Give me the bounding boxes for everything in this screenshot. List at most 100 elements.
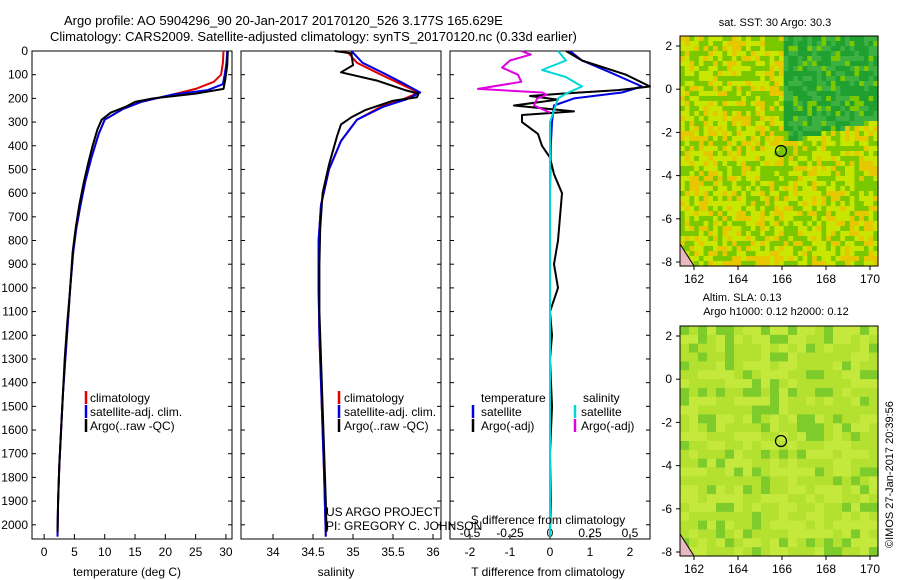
map-cell: [725, 441, 735, 451]
map-cell: [703, 246, 709, 252]
map-cell: [830, 56, 837, 62]
map-cell: [731, 121, 738, 127]
map-cell: [708, 126, 714, 132]
map-cell: [793, 51, 799, 57]
map-cell: [845, 191, 851, 197]
temperature-xtick-label: 10: [98, 545, 112, 559]
map-cell: [788, 485, 798, 495]
map-cell: [755, 81, 761, 87]
map-cell: [707, 405, 717, 416]
map-cell: [698, 101, 705, 107]
map-cell: [854, 106, 860, 112]
map-cell: [802, 236, 808, 242]
salinity-xtick-label: 36: [426, 545, 440, 559]
map-cell: [835, 86, 841, 92]
map-cell: [845, 236, 851, 242]
map-cell: [713, 246, 719, 252]
map-cell: [727, 111, 733, 117]
map-cell: [797, 166, 804, 172]
map-cell: [863, 96, 870, 102]
map-cell: [750, 101, 757, 107]
map-cell: [774, 206, 780, 212]
map-cell: [815, 449, 825, 460]
map-cell: [830, 251, 837, 257]
map-cell: [826, 206, 832, 212]
map-cell: [717, 41, 724, 47]
map-cell: [680, 196, 686, 202]
map-cell: [840, 91, 846, 97]
map-cell: [859, 116, 865, 122]
map-cell: [812, 91, 818, 97]
map-cell: [713, 61, 719, 67]
map-cell: [750, 156, 757, 162]
map-cell: [736, 136, 742, 142]
map-cell: [680, 485, 690, 495]
map-cell: [802, 131, 808, 137]
map-cell: [826, 126, 832, 132]
map-cell: [752, 361, 762, 371]
map-cell: [698, 458, 708, 469]
map-cell: [821, 176, 827, 182]
map-cell: [821, 146, 827, 152]
map-cell: [707, 520, 717, 531]
map-cell: [868, 241, 874, 247]
map-cell: [684, 251, 691, 257]
salinity-plot-frame: [240, 50, 442, 540]
map-cell: [760, 231, 766, 237]
map-cell: [769, 76, 775, 82]
map-cell: [764, 176, 771, 182]
map-cell: [797, 352, 807, 362]
map-cell: [815, 352, 825, 362]
map-cell: [797, 181, 804, 187]
map-cell: [734, 485, 744, 495]
map-cell: [826, 196, 832, 202]
map-cell: [774, 71, 780, 77]
map-cell: [755, 261, 761, 267]
map-cell: [716, 361, 726, 371]
map-cell: [788, 334, 798, 345]
map-cell: [680, 51, 686, 57]
map-cell: [816, 201, 823, 207]
map-cell: [816, 126, 823, 132]
map-cell: [741, 196, 747, 202]
map-cell: [830, 141, 837, 147]
map-cell: [812, 236, 818, 242]
map-cell: [755, 56, 761, 62]
map-cell: [698, 343, 708, 354]
map-cell: [788, 51, 794, 57]
map-cell: [680, 423, 690, 433]
map-cell: [764, 206, 771, 212]
map-cell: [731, 256, 738, 262]
map-cell: [788, 161, 794, 167]
map-cell: [750, 161, 757, 167]
map-cell: [779, 485, 789, 495]
map-cell: [779, 126, 785, 132]
map-cell: [746, 166, 752, 172]
map-cell: [779, 46, 785, 52]
map-cell: [802, 121, 808, 127]
map-cell: [770, 441, 780, 451]
map-cell: [717, 166, 724, 172]
map-cell: [703, 46, 709, 52]
map-cell: [760, 111, 766, 117]
map-cell: [840, 181, 846, 187]
map-cell: [849, 196, 856, 202]
map-cell: [761, 370, 771, 380]
map-cell: [760, 131, 766, 137]
map-cell: [854, 231, 860, 237]
map-cell: [815, 467, 825, 477]
map-cell: [755, 221, 761, 227]
map-cell: [824, 511, 834, 522]
map-cell: [722, 86, 728, 92]
map-cell: [717, 56, 724, 62]
map-cell: [779, 241, 785, 247]
map-cell: [725, 334, 735, 345]
map-cell: [840, 81, 846, 87]
map-cell: [797, 116, 804, 122]
map-cell: [746, 176, 752, 182]
map-cell: [755, 231, 761, 237]
map-cell: [743, 538, 753, 548]
map-cell: [797, 423, 807, 433]
map-cell: [750, 56, 757, 62]
map-cell: [684, 41, 691, 47]
